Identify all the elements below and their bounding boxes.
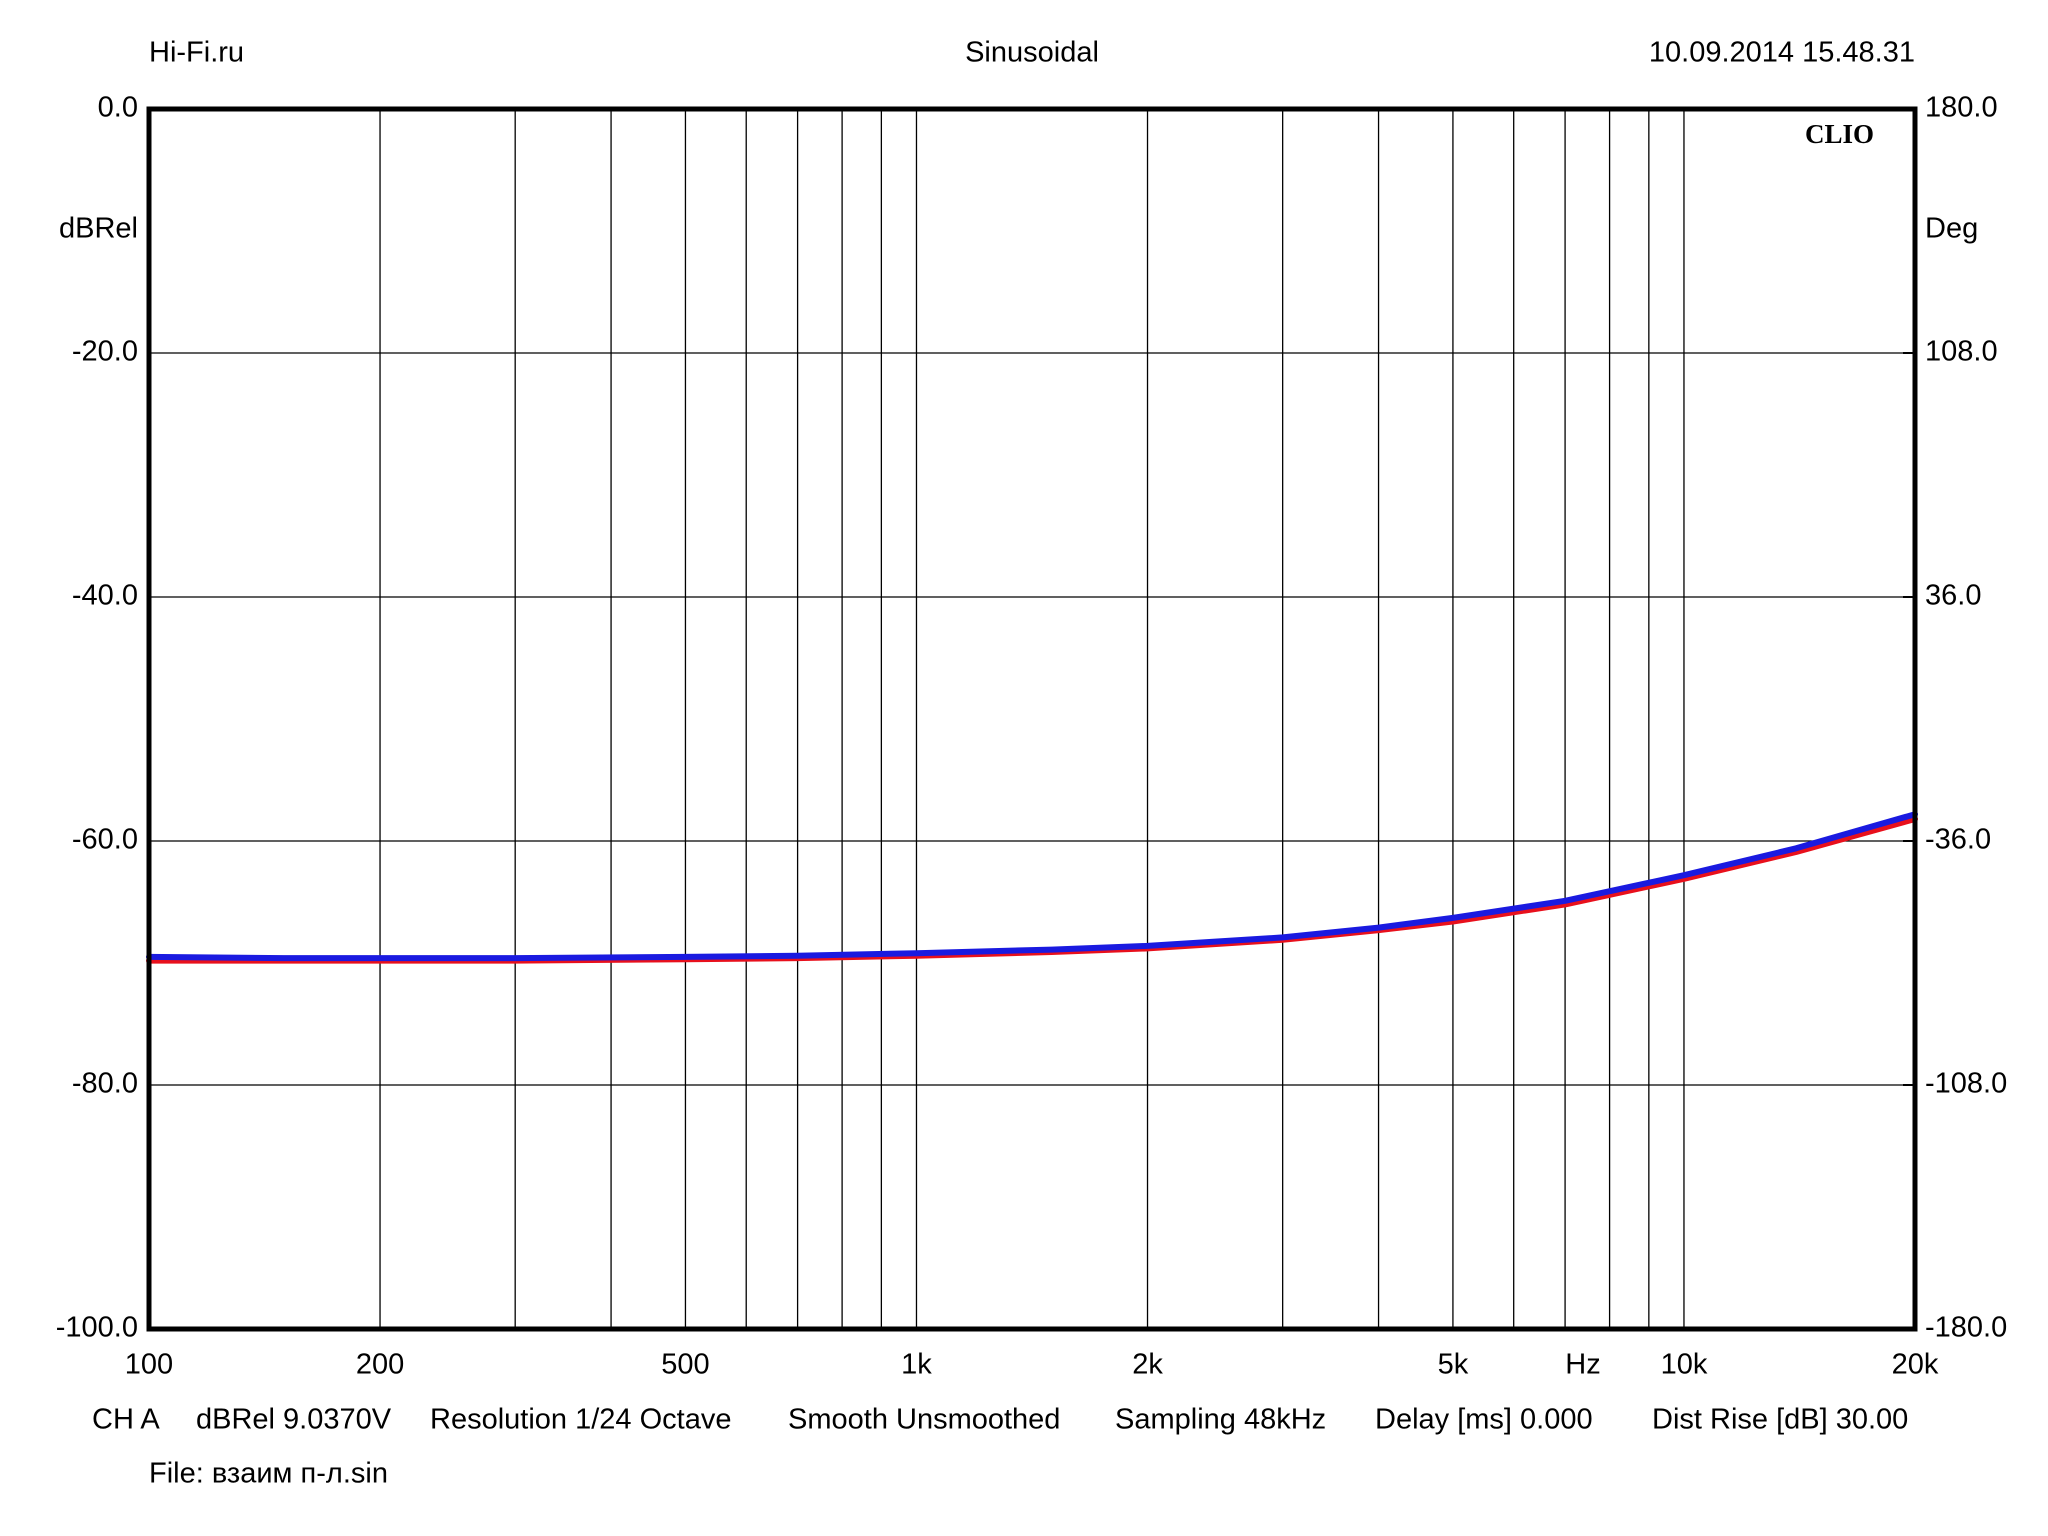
header-left: Hi-Fi.ru — [149, 37, 244, 69]
y-axis-label: dBRel — [59, 213, 138, 245]
chart-title: Sinusoidal — [965, 37, 1099, 69]
plot-frame — [146, 106, 1918, 1332]
y2-tick-label: -108.0 — [1925, 1068, 2007, 1100]
x-tick-label: 500 — [661, 1349, 709, 1381]
y2-tick-label: 108.0 — [1925, 336, 1998, 368]
x-tick-label: 100 — [125, 1349, 173, 1381]
y2-tick-label: 180.0 — [1925, 92, 1998, 124]
info-item: CH A — [92, 1404, 160, 1436]
file-name: File: взаим п-л.sin — [149, 1458, 388, 1490]
info-item: Resolution 1/24 Octave — [430, 1404, 731, 1436]
brand-label: CLIO — [1805, 119, 1874, 149]
y2-tick-label: 36.0 — [1925, 580, 1981, 612]
info-item: Dist Rise [dB] 30.00 — [1652, 1404, 1908, 1436]
y-tick-label: -20.0 — [72, 336, 138, 368]
series-line — [146, 811, 1918, 962]
x-tick-label: 20k — [1892, 1349, 1939, 1381]
x-tick-label: 5k — [1438, 1349, 1469, 1381]
info-item: Sampling 48kHz — [1115, 1404, 1326, 1436]
y2-tick-label: -36.0 — [1925, 824, 1991, 856]
y-tick-label: 0.0 — [98, 92, 138, 124]
y-tick-label: -80.0 — [72, 1068, 138, 1100]
info-item: dBRel 9.0370V — [196, 1404, 392, 1436]
y-tick-label: -100.0 — [56, 1312, 138, 1344]
x-tick-label: 2k — [1132, 1349, 1163, 1381]
x-tick-label: 10k — [1661, 1349, 1708, 1381]
y2-axis-label: Deg — [1925, 213, 1978, 245]
y-tick-label: -40.0 — [72, 580, 138, 612]
info-item: Delay [ms] 0.000 — [1375, 1404, 1593, 1436]
x-tick-label: 200 — [356, 1349, 404, 1381]
info-item: Smooth Unsmoothed — [788, 1404, 1060, 1436]
y-tick-label: -60.0 — [72, 824, 138, 856]
header-right: 10.09.2014 15.48.31 — [1649, 37, 1915, 69]
x-axis-label: Hz — [1565, 1349, 1600, 1381]
y2-tick-label: -180.0 — [1925, 1312, 2007, 1344]
x-tick-label: 1k — [901, 1349, 932, 1381]
